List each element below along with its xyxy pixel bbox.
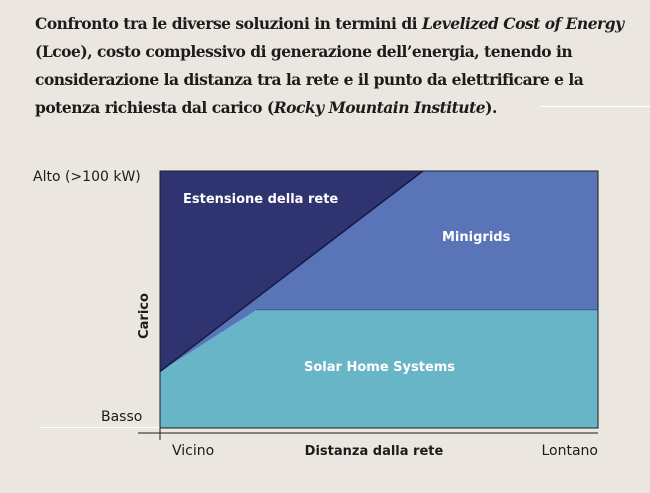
label-solar-home-systems: Solar Home Systems bbox=[304, 360, 455, 375]
label-grid-extension: Estensione della rete bbox=[183, 192, 338, 207]
caption-italic-1: Levelized Cost of Energy bbox=[421, 14, 624, 33]
x-tick-far: Lontano bbox=[542, 443, 599, 459]
chart-caption: Confronto tra le diverse soluzioni in te… bbox=[35, 10, 635, 122]
caption-text-1: Confronto tra le diverse soluzioni in te… bbox=[35, 14, 422, 33]
y-tick-low: Basso bbox=[101, 409, 142, 425]
caption-text-2: (Lcoe), costo complessivo di generazione… bbox=[35, 42, 584, 117]
divider-right bbox=[540, 106, 650, 107]
x-tick-near: Vicino bbox=[172, 443, 214, 459]
caption-text-3: ). bbox=[485, 98, 497, 117]
y-tick-high: Alto (>100 kW) bbox=[33, 169, 141, 185]
y-axis-label: Carico bbox=[137, 293, 152, 339]
label-minigrids: Minigrids bbox=[442, 230, 511, 245]
x-axis-label: Distanza dalla rete bbox=[305, 444, 444, 459]
caption-italic-2: Rocky Mountain Institute bbox=[273, 98, 486, 117]
boundary-grid-extension bbox=[159, 170, 424, 373]
